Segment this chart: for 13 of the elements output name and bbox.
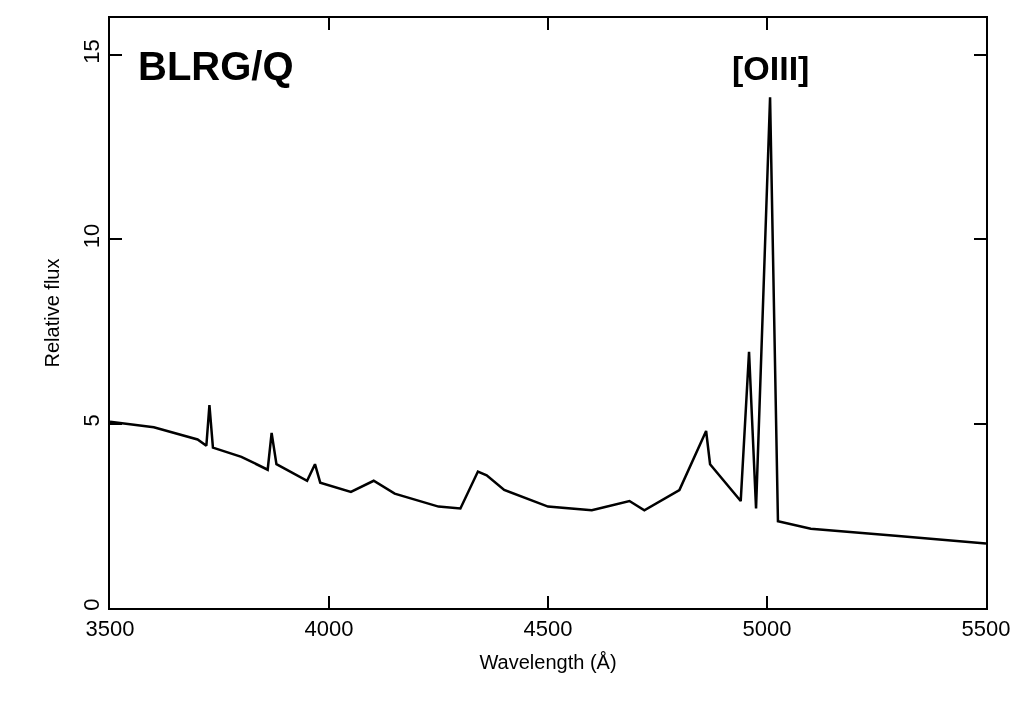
- y-tick-label: 0: [79, 598, 105, 611]
- y-tick-label: 10: [79, 223, 105, 249]
- annotation: [OIII]: [732, 49, 810, 87]
- x-axis-title: Wavelength (Å): [479, 651, 617, 674]
- annotation: BLRG/Q: [138, 44, 294, 88]
- y-axis-title: Relative flux: [41, 258, 64, 368]
- x-tick-label: 5000: [742, 616, 792, 642]
- y-tick-label: 15: [79, 39, 105, 64]
- y-tick-label: 5: [79, 414, 105, 427]
- x-tick-label: 4000: [304, 616, 354, 642]
- x-tick-label: 5500: [961, 616, 1011, 642]
- x-tick-label: 3500: [85, 616, 135, 642]
- x-tick-label: 4500: [523, 616, 573, 642]
